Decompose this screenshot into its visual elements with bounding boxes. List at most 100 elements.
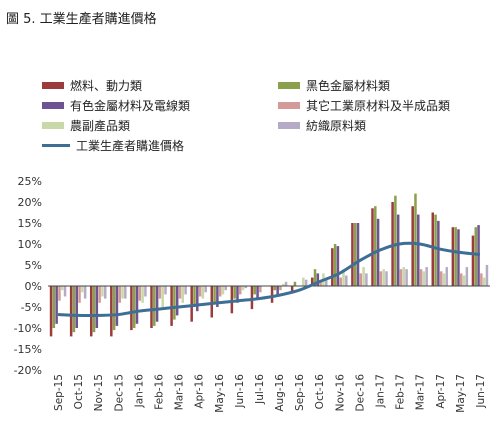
bar [239, 286, 242, 295]
x-tick-label: Apr-17 [435, 374, 447, 409]
bar [244, 286, 248, 289]
legend-swatch-agri [42, 122, 64, 129]
bar [221, 286, 225, 295]
legend-label-line: 工業生產者購進價格 [76, 139, 185, 153]
legend-item-textile: 紡織原料類 [278, 117, 366, 134]
bar [471, 235, 475, 286]
bar [69, 286, 73, 337]
bar [282, 283, 285, 286]
bar [103, 286, 107, 299]
x-tick-label: Nov-16 [334, 374, 346, 412]
bar [121, 286, 124, 299]
x-tick-label: Feb-16 [154, 374, 166, 410]
bar [365, 273, 368, 286]
bar [310, 277, 314, 286]
bar [164, 286, 167, 295]
bar [276, 286, 279, 295]
bar [302, 277, 305, 286]
bar [442, 273, 446, 286]
bar [313, 269, 317, 286]
bar [414, 193, 417, 286]
bar [236, 286, 239, 303]
bar [216, 286, 219, 307]
bar [293, 281, 297, 286]
bar [52, 286, 56, 328]
y-tick-label: -15% [14, 343, 42, 356]
bar [181, 286, 185, 303]
bar [75, 286, 78, 328]
bar [259, 286, 262, 293]
bar [218, 286, 222, 297]
x-tick-label: Aug-16 [274, 374, 286, 412]
bar [124, 286, 127, 299]
bar [331, 248, 334, 286]
x-tick-label: Nov-15 [93, 374, 105, 411]
bar [155, 286, 159, 322]
bar [342, 269, 345, 286]
x-tick-label: Jun-16 [234, 374, 246, 409]
bar [193, 286, 196, 307]
bar [78, 286, 81, 303]
bar [118, 286, 121, 303]
legend-label-ferrous: 黑色金屬材料類 [306, 79, 391, 93]
legend-label-textile: 紡織原料類 [306, 119, 367, 133]
bar [359, 273, 363, 286]
bar [83, 286, 87, 299]
bar [112, 286, 116, 331]
y-tick-label: -20% [14, 364, 42, 377]
bar [184, 286, 187, 295]
legend-swatch-nonferrous [42, 102, 64, 109]
bar [58, 286, 61, 301]
y-tick-label: 5% [25, 259, 42, 272]
bar [89, 286, 93, 337]
bar [55, 286, 58, 324]
bar [201, 286, 205, 299]
bar [49, 286, 53, 337]
y-tick-label: 20% [18, 196, 42, 209]
bar [482, 277, 486, 286]
line-series-path [57, 241, 481, 318]
x-tick-label: May-17 [455, 374, 467, 413]
bar [439, 271, 443, 286]
y-tick-label: 15% [18, 217, 42, 230]
figure-title: 圖 5. 工業生產者購進價格 [6, 12, 157, 27]
bar [92, 286, 96, 333]
bar [61, 286, 64, 291]
legend-item-line: 工業生產者購進價格 [42, 137, 184, 154]
bar [284, 281, 288, 286]
x-tick-label: Jan-16 [133, 374, 145, 409]
bar [144, 286, 147, 297]
bar [336, 246, 340, 286]
legend-item-ferrous: 黑色金屬材料類 [278, 77, 390, 94]
x-tick-label: Sep-15 [53, 374, 65, 411]
bar [399, 269, 403, 286]
bar [460, 273, 463, 286]
x-tick-label: Mar-17 [415, 374, 427, 410]
bar [419, 269, 423, 286]
x-tick-label: Jul-16 [254, 374, 266, 405]
bar [135, 286, 139, 324]
bar [270, 286, 274, 303]
legend-item-nonferrous: 有色金屬材料及電線類 [42, 97, 190, 114]
bar [339, 277, 342, 286]
bar [422, 271, 426, 286]
x-tick-label: Dec-16 [354, 374, 366, 412]
legend-label-agri: 農副產品類 [70, 119, 131, 133]
bar [241, 286, 245, 291]
x-tick-label: May-16 [214, 374, 226, 413]
bar [451, 227, 455, 286]
bar [141, 286, 144, 303]
bar [353, 223, 357, 286]
y-tick-label: -5% [21, 301, 42, 314]
legend-line-swatch [42, 144, 70, 147]
bar [273, 286, 277, 291]
bar [138, 286, 142, 301]
y-tick-label: 25% [18, 175, 42, 188]
bar [253, 286, 256, 295]
bar [382, 269, 385, 286]
bar [150, 286, 153, 328]
bar [402, 267, 406, 286]
bar [379, 271, 383, 286]
x-tick-label: Oct-15 [73, 374, 85, 409]
bar [115, 286, 119, 326]
